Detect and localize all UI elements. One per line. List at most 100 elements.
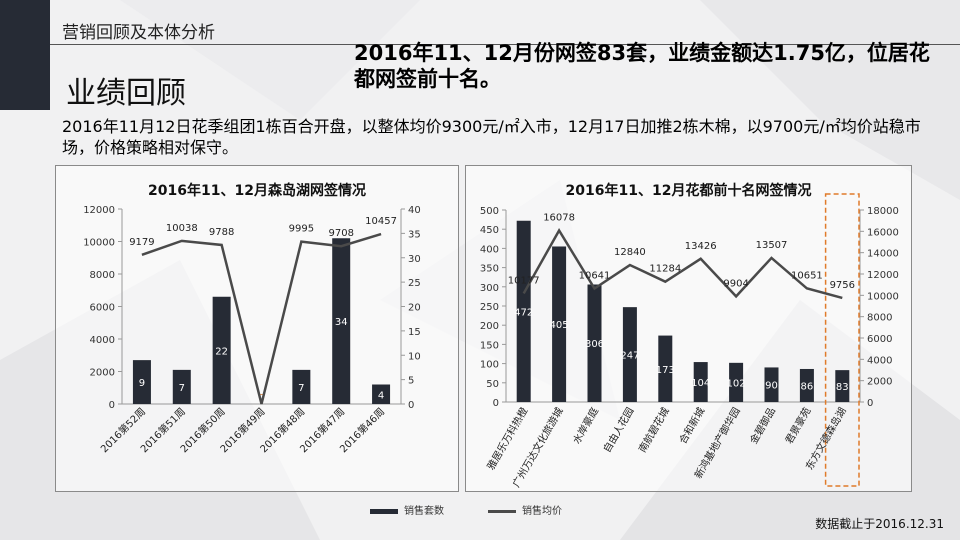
bar — [799, 368, 814, 402]
y-tick-label-left: 150 — [480, 340, 499, 351]
y-tick-label-left: 8000 — [90, 270, 115, 281]
y-tick-label-right: 16000 — [867, 227, 899, 238]
body-text: 2016年11月12日花季组团1栋百合开盘，以整体均价9300元/㎡入市，12月… — [62, 117, 921, 157]
bar — [693, 362, 708, 402]
y-tick-label-left: 300 — [480, 283, 499, 294]
bar — [835, 370, 850, 402]
bar-value-label: 102 — [727, 378, 746, 389]
line-value-label: 9708 — [328, 228, 353, 239]
bar-value-label: 104 — [691, 378, 710, 389]
legend-swatch-bar — [370, 508, 398, 514]
bar-value-label: 34 — [335, 317, 348, 328]
y-tick-label-right: 0 — [408, 400, 414, 411]
bar — [332, 238, 351, 404]
y-tick-label-left: 200 — [480, 321, 499, 332]
y-tick-label-right: 10000 — [867, 291, 899, 302]
bar-value-label: 22 — [215, 346, 228, 357]
line-value-label: 16078 — [543, 213, 575, 224]
line-value-label: 9904 — [723, 278, 748, 289]
bar — [764, 367, 779, 402]
legend-label-bar: 销售套数 — [404, 506, 444, 517]
line-value-label: 10651 — [791, 270, 823, 281]
line-value-label: 9756 — [830, 280, 855, 291]
y-tick-label-right: 2000 — [867, 377, 892, 388]
line-value-label: 10641 — [579, 270, 611, 281]
legend-item-bar: 销售套数 — [370, 502, 444, 517]
header-divider — [50, 44, 960, 45]
highlight-box — [824, 193, 860, 487]
chart-title-right: 2016年11、12月花都前十名网签情况 — [565, 183, 812, 199]
y-tick-label-right: 5 — [408, 376, 414, 387]
chart-left: 0 2000 4000 6000 8000 10000 12000 0 5 10 15 20 25 30 3… — [83, 205, 421, 455]
bar — [516, 220, 531, 402]
y-tick-label-right: 25 — [408, 278, 421, 289]
line-value-label: 13426 — [685, 241, 717, 252]
y-tick-label-left: 0 — [109, 400, 115, 411]
y-tick-label-left: 0 — [493, 398, 499, 409]
y-tick-label-right: 6000 — [867, 334, 892, 345]
section-label: 营销回顾及本体分析 — [62, 23, 215, 43]
bar-value-label: 83 — [836, 382, 849, 393]
y-tick-label-right: 10 — [408, 351, 421, 362]
y-tick-label-right: 12000 — [867, 270, 899, 281]
bar-value-label: 173 — [656, 365, 675, 376]
y-tick-label-right: 15 — [408, 327, 421, 338]
legend-label-line: 销售均价 — [522, 506, 562, 517]
bar-value-label: 7 — [179, 383, 185, 394]
bar — [372, 384, 391, 404]
x-tick-label: 金碧御品 — [747, 405, 778, 446]
line-value-label: 10038 — [166, 223, 198, 234]
x-tick-label: 南航碧花城 — [636, 405, 672, 455]
y-tick-label-right: 40 — [408, 205, 421, 216]
y-tick-label-left: 2000 — [90, 368, 115, 379]
bar-value-label: 0 — [258, 393, 264, 404]
page-title: 业绩回顾 — [66, 76, 186, 111]
bar-value-label: 247 — [620, 351, 639, 362]
line-series — [522, 228, 843, 300]
bar-value-label: 405 — [550, 320, 569, 331]
y-tick-label-left: 4000 — [90, 335, 115, 346]
headline: 2016年11、12月份网签83套，业绩金额达1.75亿，位居花都网签前十名。 — [354, 41, 930, 91]
y-tick-label-right: 35 — [408, 229, 421, 240]
y-tick-label-left: 350 — [480, 264, 499, 275]
x-tick-label: 君景豪苑 — [782, 405, 813, 446]
bar-value-label: 472 — [514, 307, 533, 318]
y-tick-label-left: 100 — [480, 360, 499, 371]
legend-swatch-line — [488, 509, 516, 513]
y-tick-label-left: 10000 — [83, 238, 115, 249]
y-tick-label-right: 20 — [408, 303, 421, 314]
legend-item-line: 销售均价 — [488, 502, 562, 517]
bar — [658, 335, 673, 402]
footnote: 数据截止于2016.12.31 — [815, 517, 944, 531]
chart-right: 0 50 100 150 200 250 300 350 400 450 500 0 2000 4000 6… — [480, 193, 899, 489]
bar-value-label: 86 — [801, 381, 814, 392]
y-tick-label-left: 50 — [486, 379, 499, 390]
y-tick-label-left: 6000 — [90, 303, 115, 314]
bar — [587, 284, 602, 402]
bar-value-label: 90 — [765, 381, 778, 392]
y-tick-label-left: 250 — [480, 302, 499, 313]
bar — [552, 246, 567, 402]
bar-value-label: 4 — [378, 390, 384, 401]
line-value-label: 10457 — [365, 216, 397, 227]
line-value-label: 9179 — [129, 237, 154, 248]
bar — [212, 296, 231, 404]
y-tick-label-left: 450 — [480, 225, 499, 236]
x-tick-label: 自由人花园 — [600, 405, 636, 455]
bar — [132, 360, 151, 404]
line-value-label: 9788 — [209, 227, 234, 238]
y-tick-label-right: 0 — [867, 398, 873, 409]
line-value-label: 12840 — [614, 247, 646, 258]
line-value-label: 13507 — [756, 240, 788, 251]
line-value-label: 11284 — [649, 264, 681, 275]
line-series — [141, 232, 382, 405]
bar — [729, 362, 744, 402]
y-tick-label-right: 8000 — [867, 313, 892, 324]
y-tick-label-left: 400 — [480, 244, 499, 255]
y-tick-label-left: 12000 — [83, 205, 115, 216]
chart-panel-right: 2016年11、12月花都前十名网签情况 0 50 100 150 200 250 300 3… — [465, 165, 912, 492]
bar — [292, 369, 311, 404]
line-value-label: 10177 — [508, 275, 540, 286]
y-tick-label-right: 18000 — [867, 206, 899, 217]
y-tick-label-left: 500 — [480, 206, 499, 217]
